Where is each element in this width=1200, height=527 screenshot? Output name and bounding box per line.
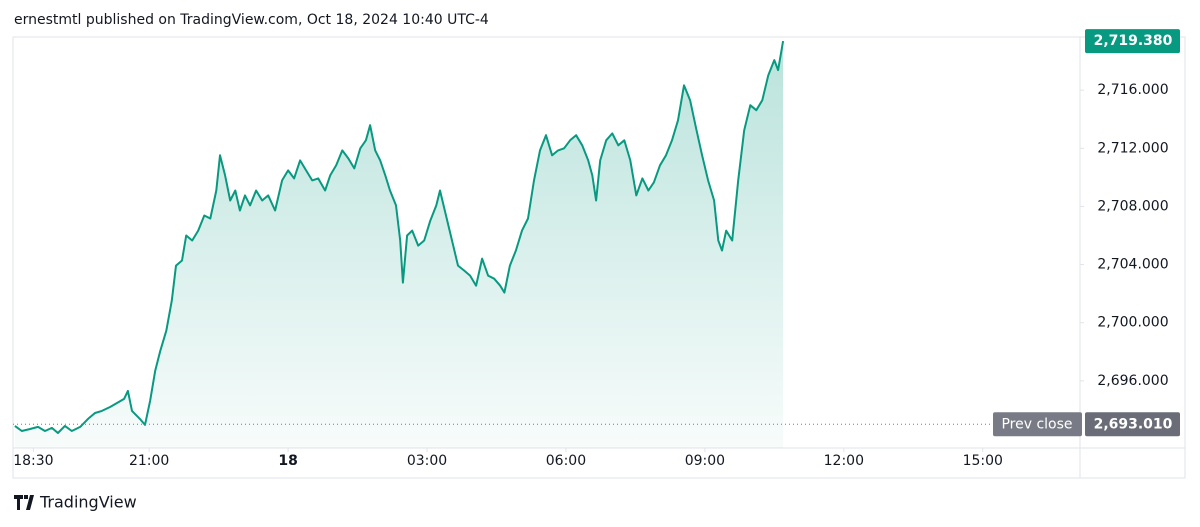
x-tick-label: 06:00 (546, 453, 586, 469)
x-tick-label: 09:00 (685, 453, 725, 469)
footer-brand: TradingView (39, 493, 137, 512)
y-tick-label: 2,704.000 (1097, 257, 1168, 273)
prev-close-box (1085, 412, 1180, 437)
last-price-label: 2,719.380 (1094, 33, 1173, 49)
area-fill (14, 41, 784, 448)
y-tick-label: 2,716.000 (1097, 82, 1168, 98)
prev-close-name: Prev close (1001, 416, 1072, 432)
logo (14, 495, 34, 510)
y-tick-label: 2,712.000 (1097, 140, 1168, 156)
x-tick-label: 18 (278, 453, 297, 469)
x-tick-label: 18:30 (13, 453, 53, 469)
header: ernestmtl published on TradingView.com, … (14, 12, 489, 28)
y-tick-label: 2,700.000 (1097, 315, 1168, 331)
y-tick-label: 2,696.000 (1097, 373, 1168, 389)
x-tick-label: 15:00 (963, 453, 1003, 469)
last-price-box (1085, 29, 1180, 54)
prev-close-name-box (993, 412, 1082, 437)
y-tick-label: 2,708.000 (1097, 198, 1168, 214)
x-tick-label: 12:00 (824, 453, 864, 469)
x-tick-label: 21:00 (129, 453, 169, 469)
frame (12, 36, 1186, 479)
x-tick-label: 03:00 (407, 453, 447, 469)
price-line (14, 40, 785, 434)
prev-close-label: 2,693.010 (1094, 416, 1173, 432)
